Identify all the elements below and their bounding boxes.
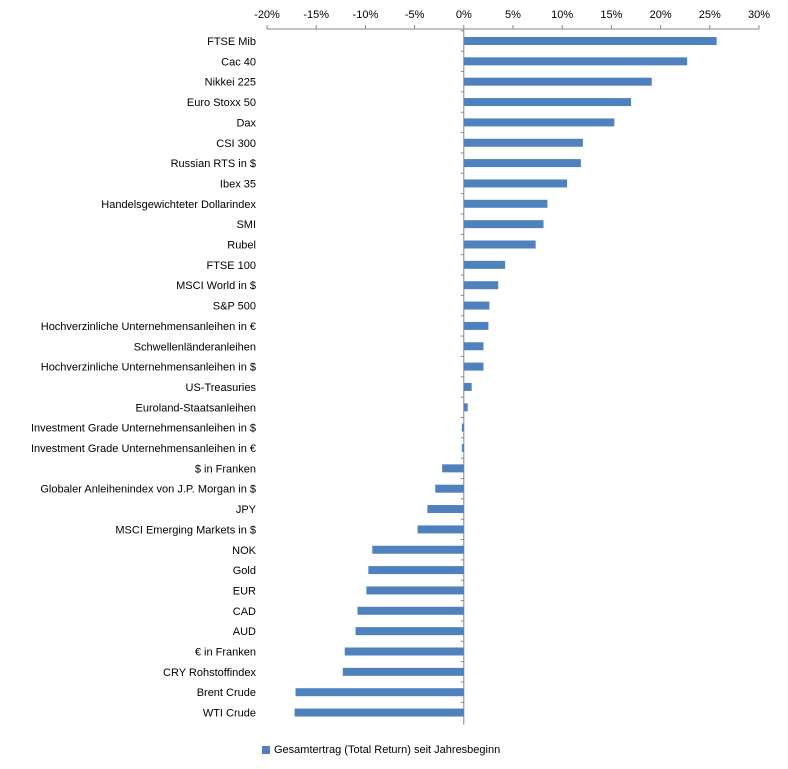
- x-tick-label: 5%: [505, 9, 521, 21]
- category-label: Euroland-Staatsanleihen: [136, 402, 256, 414]
- category-label: $ in Franken: [195, 463, 256, 475]
- category-label: Schwellenländeranleihen: [134, 341, 256, 353]
- category-label: Hochverzinliche Unternehmensanleihen in …: [41, 321, 256, 333]
- x-tick-label: -20%: [254, 9, 280, 21]
- category-label: Rubel: [227, 240, 256, 252]
- category-label: Nikkei 225: [205, 77, 256, 89]
- y-axis: FTSE Mib Cac 40 Nikkei 225 Euro Stoxx 50 Dax…: [31, 29, 465, 725]
- category-label: Dax: [236, 117, 256, 129]
- bar: [463, 321, 489, 330]
- category-label: CAD: [233, 606, 256, 618]
- bar: [463, 138, 583, 147]
- bar: [342, 667, 464, 676]
- category-label: Handelsgewichteter Dollarindex: [101, 199, 256, 211]
- bar: [463, 260, 506, 269]
- category-label: EUR: [233, 585, 256, 597]
- bar: [463, 403, 468, 412]
- category-label: NOK: [232, 545, 257, 557]
- category-label: SMI: [236, 219, 256, 231]
- bar: [463, 159, 581, 168]
- bar: [417, 525, 464, 534]
- bar: [463, 362, 484, 371]
- bar: [461, 444, 464, 452]
- bar: [463, 98, 632, 107]
- bar: [463, 37, 717, 45]
- legend: Gesamtertrag (Total Return) seit Jahresb…: [262, 744, 500, 756]
- bar: [294, 708, 464, 717]
- x-axis: -20% -15% -10% -5% 0% 5% 10% 15% 20% 25% 30%: [254, 9, 770, 30]
- category-label: Brent Crude: [197, 687, 256, 699]
- bar: [463, 240, 536, 249]
- category-label: Euro Stoxx 50: [187, 97, 256, 109]
- bar-series: [294, 37, 717, 717]
- bar: [461, 423, 464, 432]
- category-label: CRY Rohstoffindex: [163, 667, 256, 679]
- category-label: Globaler Anleihenindex von J.P. Morgan i…: [40, 484, 256, 496]
- x-tick-label: -5%: [405, 9, 425, 21]
- category-label: AUD: [233, 626, 256, 638]
- bar: [463, 118, 615, 127]
- bar: [463, 382, 472, 391]
- bar: [366, 586, 464, 595]
- legend-label: Gesamtertrag (Total Return) seit Jahresb…: [274, 744, 501, 756]
- category-label: MSCI Emerging Markets in $: [115, 524, 256, 536]
- bar: [435, 484, 464, 493]
- x-tick-label: 20%: [650, 9, 672, 21]
- bar: [355, 627, 464, 636]
- bar: [463, 342, 484, 351]
- category-label: WTI Crude: [203, 708, 256, 720]
- category-label: Hochverzinliche Unternehmensanleihen in …: [41, 362, 256, 374]
- x-tick-label: 15%: [600, 9, 622, 21]
- category-label: Investment Grade Unternehmensanleihen in…: [31, 443, 256, 455]
- category-label: Gold: [233, 565, 256, 577]
- x-tick-label: 10%: [551, 9, 573, 21]
- category-label: € in Franken: [195, 647, 256, 659]
- category-label: Ibex 35: [220, 178, 256, 190]
- category-label: CSI 300: [216, 138, 256, 150]
- category-label: Russian RTS in $: [171, 158, 256, 170]
- category-label: Investment Grade Unternehmensanleihen in…: [31, 423, 256, 435]
- bar: [463, 220, 544, 229]
- x-tick-label: -10%: [353, 9, 379, 21]
- category-label: US-Treasuries: [186, 382, 257, 394]
- bar: [427, 505, 464, 514]
- bar: [463, 199, 548, 208]
- bar: [357, 606, 464, 615]
- bar: [442, 464, 464, 473]
- x-tick-label: 0%: [456, 9, 472, 21]
- category-label: JPY: [236, 504, 257, 516]
- category-label: Cac 40: [221, 56, 256, 68]
- x-tick-label: -15%: [303, 9, 329, 21]
- bar: [463, 77, 652, 86]
- bar: [463, 301, 490, 310]
- category-label: FTSE Mib: [207, 36, 256, 48]
- category-label: S&P 500: [213, 301, 256, 313]
- x-tick-label: 30%: [748, 9, 770, 21]
- category-label: FTSE 100: [206, 260, 256, 272]
- legend-swatch: [262, 746, 270, 754]
- bar: [372, 545, 464, 554]
- bar: [463, 281, 499, 290]
- bar: [368, 566, 464, 575]
- bar: [463, 57, 688, 66]
- bar: [295, 688, 464, 697]
- x-tick-label: 25%: [699, 9, 721, 21]
- bar: [463, 179, 568, 188]
- bar: [344, 647, 464, 656]
- category-label: MSCI World in $: [176, 280, 256, 292]
